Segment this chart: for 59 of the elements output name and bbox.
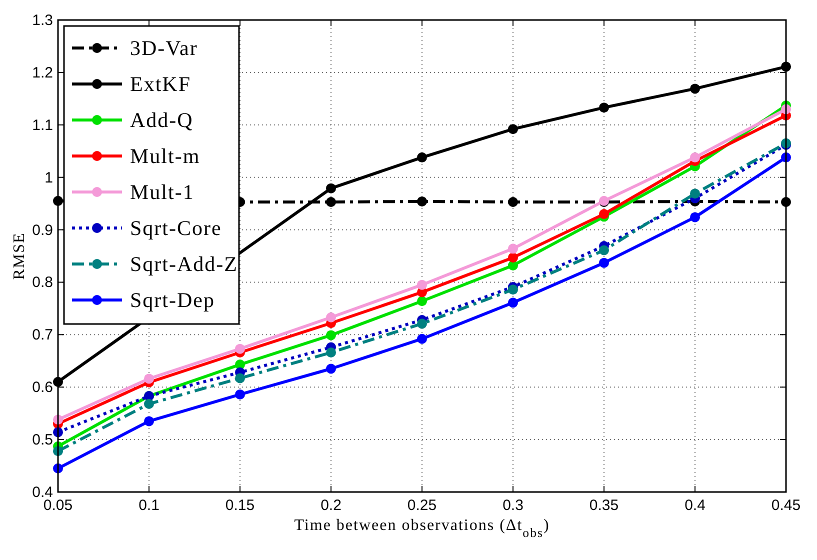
point <box>144 374 154 384</box>
point <box>235 344 245 354</box>
point <box>508 196 518 207</box>
y-tick-label: 0.8 <box>32 274 53 292</box>
y-tick-label: 1.3 <box>32 12 53 29</box>
legend-label: Mult-m <box>130 144 200 168</box>
point <box>144 398 154 409</box>
x-tick-label: 0.1 <box>138 497 160 514</box>
y-tick-label: 0.5 <box>32 432 53 449</box>
y-tick-label: 1 <box>44 169 53 186</box>
point <box>508 124 518 134</box>
legend-label: Sqrt-Dep <box>130 288 215 312</box>
legend-label: Add-Q <box>130 108 194 132</box>
point <box>690 84 700 94</box>
legend-label: Mult-1 <box>130 180 194 204</box>
x-tick-label: 0.2 <box>320 497 342 514</box>
y-tick-label: 1.1 <box>32 116 53 134</box>
point <box>417 152 427 162</box>
x-tick-label: 0.45 <box>771 497 801 514</box>
legend-label: Sqrt-Add-Z <box>130 252 238 276</box>
point <box>235 373 245 384</box>
point <box>599 102 609 113</box>
point <box>326 364 336 374</box>
legend-label: 3D-Var <box>130 36 198 60</box>
point <box>508 284 518 295</box>
x-tick-label: 0.35 <box>589 497 619 514</box>
x-tick-label: 0.25 <box>407 497 437 514</box>
point <box>417 280 427 290</box>
y-axis-title: RMSE <box>11 232 28 280</box>
legend-label: ExtKF <box>130 72 192 96</box>
point <box>144 416 154 426</box>
point <box>599 245 609 256</box>
x-tick-label: 0.15 <box>225 497 255 514</box>
point <box>599 258 609 268</box>
point <box>235 389 245 400</box>
y-tick-label: 0.6 <box>32 379 53 396</box>
point <box>326 183 336 194</box>
point <box>417 296 427 306</box>
y-tick-label: 0.7 <box>32 326 53 344</box>
y-tick-label: 1.2 <box>32 64 53 82</box>
x-tick-label: 0.4 <box>684 497 706 514</box>
point <box>326 312 336 322</box>
point <box>326 348 336 358</box>
point <box>508 244 518 254</box>
point <box>599 209 609 220</box>
x-tick-label: 0.3 <box>502 497 524 514</box>
point <box>690 212 700 222</box>
point <box>508 298 518 308</box>
point <box>508 252 518 263</box>
legend-label: Sqrt-Core <box>130 216 222 240</box>
x-axis-title: Time between observations (Δt$_{obs}$) <box>294 517 550 540</box>
y-tick-label: 0.9 <box>32 222 53 239</box>
point <box>326 330 336 340</box>
point <box>690 188 700 199</box>
point <box>417 196 427 206</box>
point <box>417 334 427 344</box>
point <box>690 152 700 162</box>
point <box>326 196 336 207</box>
point <box>417 318 427 329</box>
